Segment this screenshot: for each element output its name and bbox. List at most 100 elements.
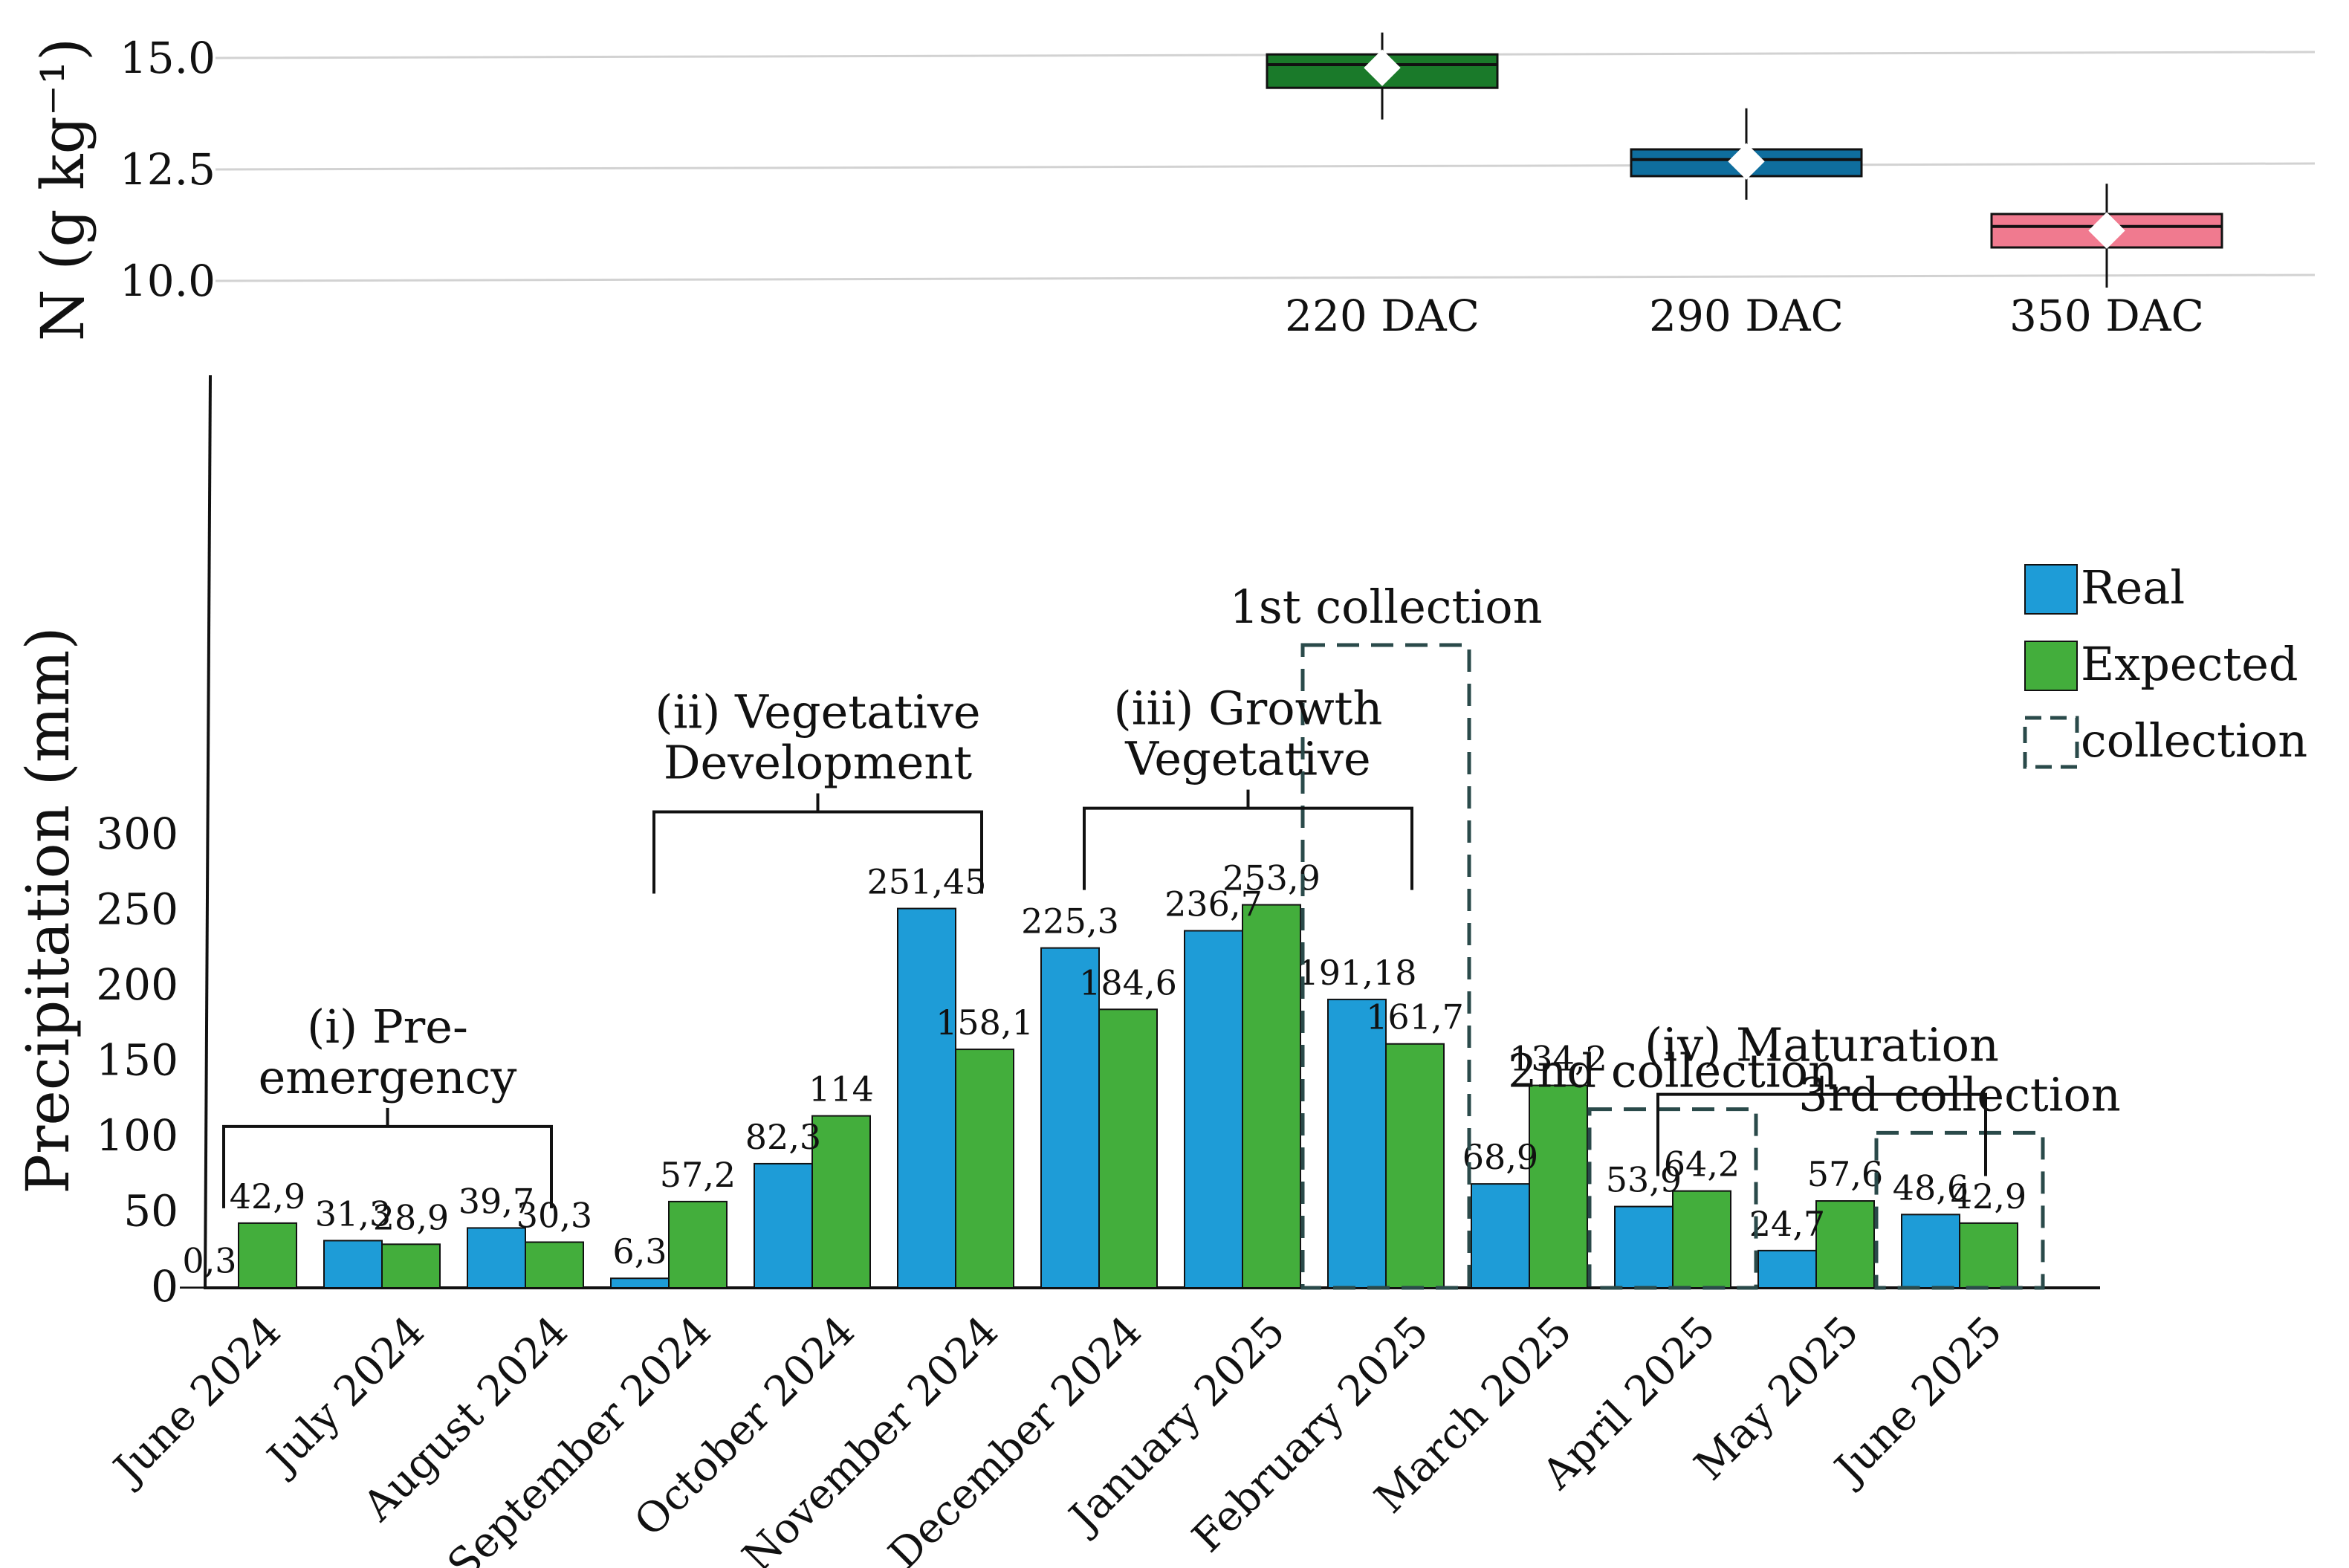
phase-label: (iv) Maturation	[1645, 1018, 1999, 1072]
bar-real	[323, 1240, 383, 1289]
nitrogen-y-tick-label: 10.0	[120, 256, 216, 306]
bar-label-expected: 158,1	[936, 1002, 1034, 1043]
month-tick-label: June 2024	[103, 1307, 291, 1495]
nitrogen-gridline	[215, 51, 2316, 59]
nitrogen-boxes	[1266, 32, 2223, 288]
bar-real	[1757, 1249, 1817, 1289]
bar-label-real: 39,7	[459, 1181, 534, 1221]
precipitation-bars	[180, 904, 2018, 1289]
bar-label-real: 191,18	[1297, 953, 1417, 993]
bar-label-real: 68,9	[1462, 1137, 1538, 1177]
bar-label-expected: 253,9	[1222, 858, 1321, 898]
bar-real	[1040, 947, 1100, 1289]
bar-real	[1614, 1205, 1674, 1289]
bar-real	[610, 1277, 670, 1289]
bar-expected	[381, 1243, 441, 1289]
bar-real	[467, 1227, 526, 1289]
bar-label-expected: 42,9	[230, 1176, 305, 1217]
bar-expected	[525, 1241, 584, 1289]
legend-swatch-expected	[2024, 641, 2078, 691]
collection-box	[1587, 1107, 1758, 1290]
nitrogen-x-tick-labels: 220 DAC 290 DAC 350 DAC	[1285, 291, 2204, 341]
nitrogen-x-tick-label: 350 DAC	[2009, 291, 2204, 341]
precipitation-y-tick-label: 0	[151, 1261, 178, 1312]
legend-swatch-collection	[2023, 716, 2079, 769]
bar-expected	[1529, 1084, 1588, 1289]
nitrogen-y-tick-label: 15.0	[120, 33, 216, 83]
phase-brackets: (i) Pre-emergency (ii) VegetativeDevelopm…	[222, 681, 1999, 1208]
bar-label-real: 0,3	[182, 1240, 236, 1280]
bar-label-expected: 64,2	[1664, 1144, 1740, 1185]
bar-real	[180, 1286, 239, 1289]
legend-label: collection	[2081, 713, 2307, 768]
precipitation-bar-chart: Precipitation (mm) 0 50 100 150 200 250 300 0,…	[13, 375, 2307, 1568]
precipitation-y-tick-labels: 0 50 100 150 200 250 300	[96, 809, 178, 1312]
legend: Real Expected collection	[2023, 560, 2307, 769]
mean-marker	[1364, 49, 1401, 86]
nitrogen-gridline	[215, 273, 2316, 282]
bar-real	[1184, 930, 1243, 1289]
bar-real	[1471, 1183, 1530, 1289]
phase-label: (i) Pre-	[307, 1000, 468, 1054]
bar-real	[754, 1162, 813, 1289]
nitrogen-boxplot: N (g kg⁻¹) 10.0 12.5 15.0 220 DAC 290 DAC 35…	[28, 32, 2316, 341]
bar-label-real: 236,7	[1164, 884, 1263, 924]
bar-label-expected: 57,6	[1807, 1154, 1883, 1194]
nitrogen-x-tick-label: 290 DAC	[1649, 291, 1844, 341]
phase-label: Vegetative	[1124, 732, 1371, 786]
bar-label-real: 251,45	[867, 862, 987, 902]
collection-box	[1300, 643, 1471, 1290]
phase-label: (ii) Vegetative	[655, 685, 980, 739]
phase-bracket	[652, 810, 983, 894]
bar-expected	[955, 1049, 1014, 1289]
bar-expected	[1098, 1008, 1158, 1289]
precipitation-y-tick-label: 200	[96, 959, 178, 1010]
phase-label: Development	[664, 736, 972, 790]
nitrogen-gridline	[215, 162, 2316, 171]
bar-label-expected: 134,2	[1509, 1039, 1607, 1079]
bar-real	[1901, 1214, 1960, 1289]
bar-label-expected: 184,6	[1079, 962, 1177, 1002]
bar-label-real: 82,3	[745, 1117, 821, 1157]
legend-label: Real	[2081, 560, 2185, 615]
bar-label-real: 48,6	[1893, 1167, 1969, 1208]
bar-expected	[1815, 1200, 1875, 1289]
nitrogen-x-tick-label: 220 DAC	[1285, 291, 1480, 341]
bar-label-expected: 57,2	[660, 1155, 736, 1195]
nitrogen-y-axis-label: N (g kg⁻¹)	[28, 38, 97, 341]
nitrogen-y-tick-label: 12.5	[120, 144, 216, 195]
bar-expected	[238, 1222, 297, 1289]
bar-real	[897, 907, 956, 1289]
mean-marker	[1728, 143, 1765, 180]
precipitation-y-tick-label: 150	[96, 1035, 178, 1086]
bar-label-expected: 161,7	[1366, 997, 1464, 1037]
legend-label: Expected	[2081, 637, 2298, 691]
bar-label-real: 6,3	[612, 1231, 667, 1271]
collection-label: 2nd collection	[1508, 1044, 1838, 1098]
precipitation-y-tick-label: 100	[96, 1110, 178, 1161]
bar-label-real: 24,7	[1749, 1204, 1825, 1244]
precipitation-bar-value-labels: 0,342,9 31,328,9 39,730,36,357,282,3114251…	[182, 858, 2026, 1281]
month-tick-label: December 2024	[880, 1307, 1151, 1568]
bar-label-expected: 28,9	[373, 1197, 449, 1237]
bar-expected	[1242, 904, 1301, 1289]
bar-expected	[1959, 1222, 2018, 1289]
bar-expected	[1672, 1190, 1731, 1289]
bar-label-expected: 114	[809, 1069, 874, 1109]
precipitation-y-tick-label: 50	[123, 1186, 178, 1237]
bar-label-expected: 30,3	[516, 1195, 592, 1235]
bar-real	[1327, 998, 1387, 1289]
bar-expected	[1385, 1043, 1445, 1289]
nitrogen-gridlines	[215, 51, 2316, 282]
precipitation-y-tick-label: 300	[96, 809, 178, 859]
precipitation-y-tick-label: 250	[96, 884, 178, 935]
precipitation-y-axis-label: Precipitation (mm)	[13, 626, 82, 1193]
bar-label-expected: 42,9	[1951, 1176, 2026, 1217]
mean-marker	[2088, 212, 2125, 249]
bar-label-real: 225,3	[1021, 901, 1119, 942]
month-tick-label: November 2024	[733, 1307, 1008, 1568]
nitrogen-y-tick-labels: 10.0 12.5 15.0	[120, 33, 216, 306]
legend-swatch-real	[2024, 564, 2078, 615]
